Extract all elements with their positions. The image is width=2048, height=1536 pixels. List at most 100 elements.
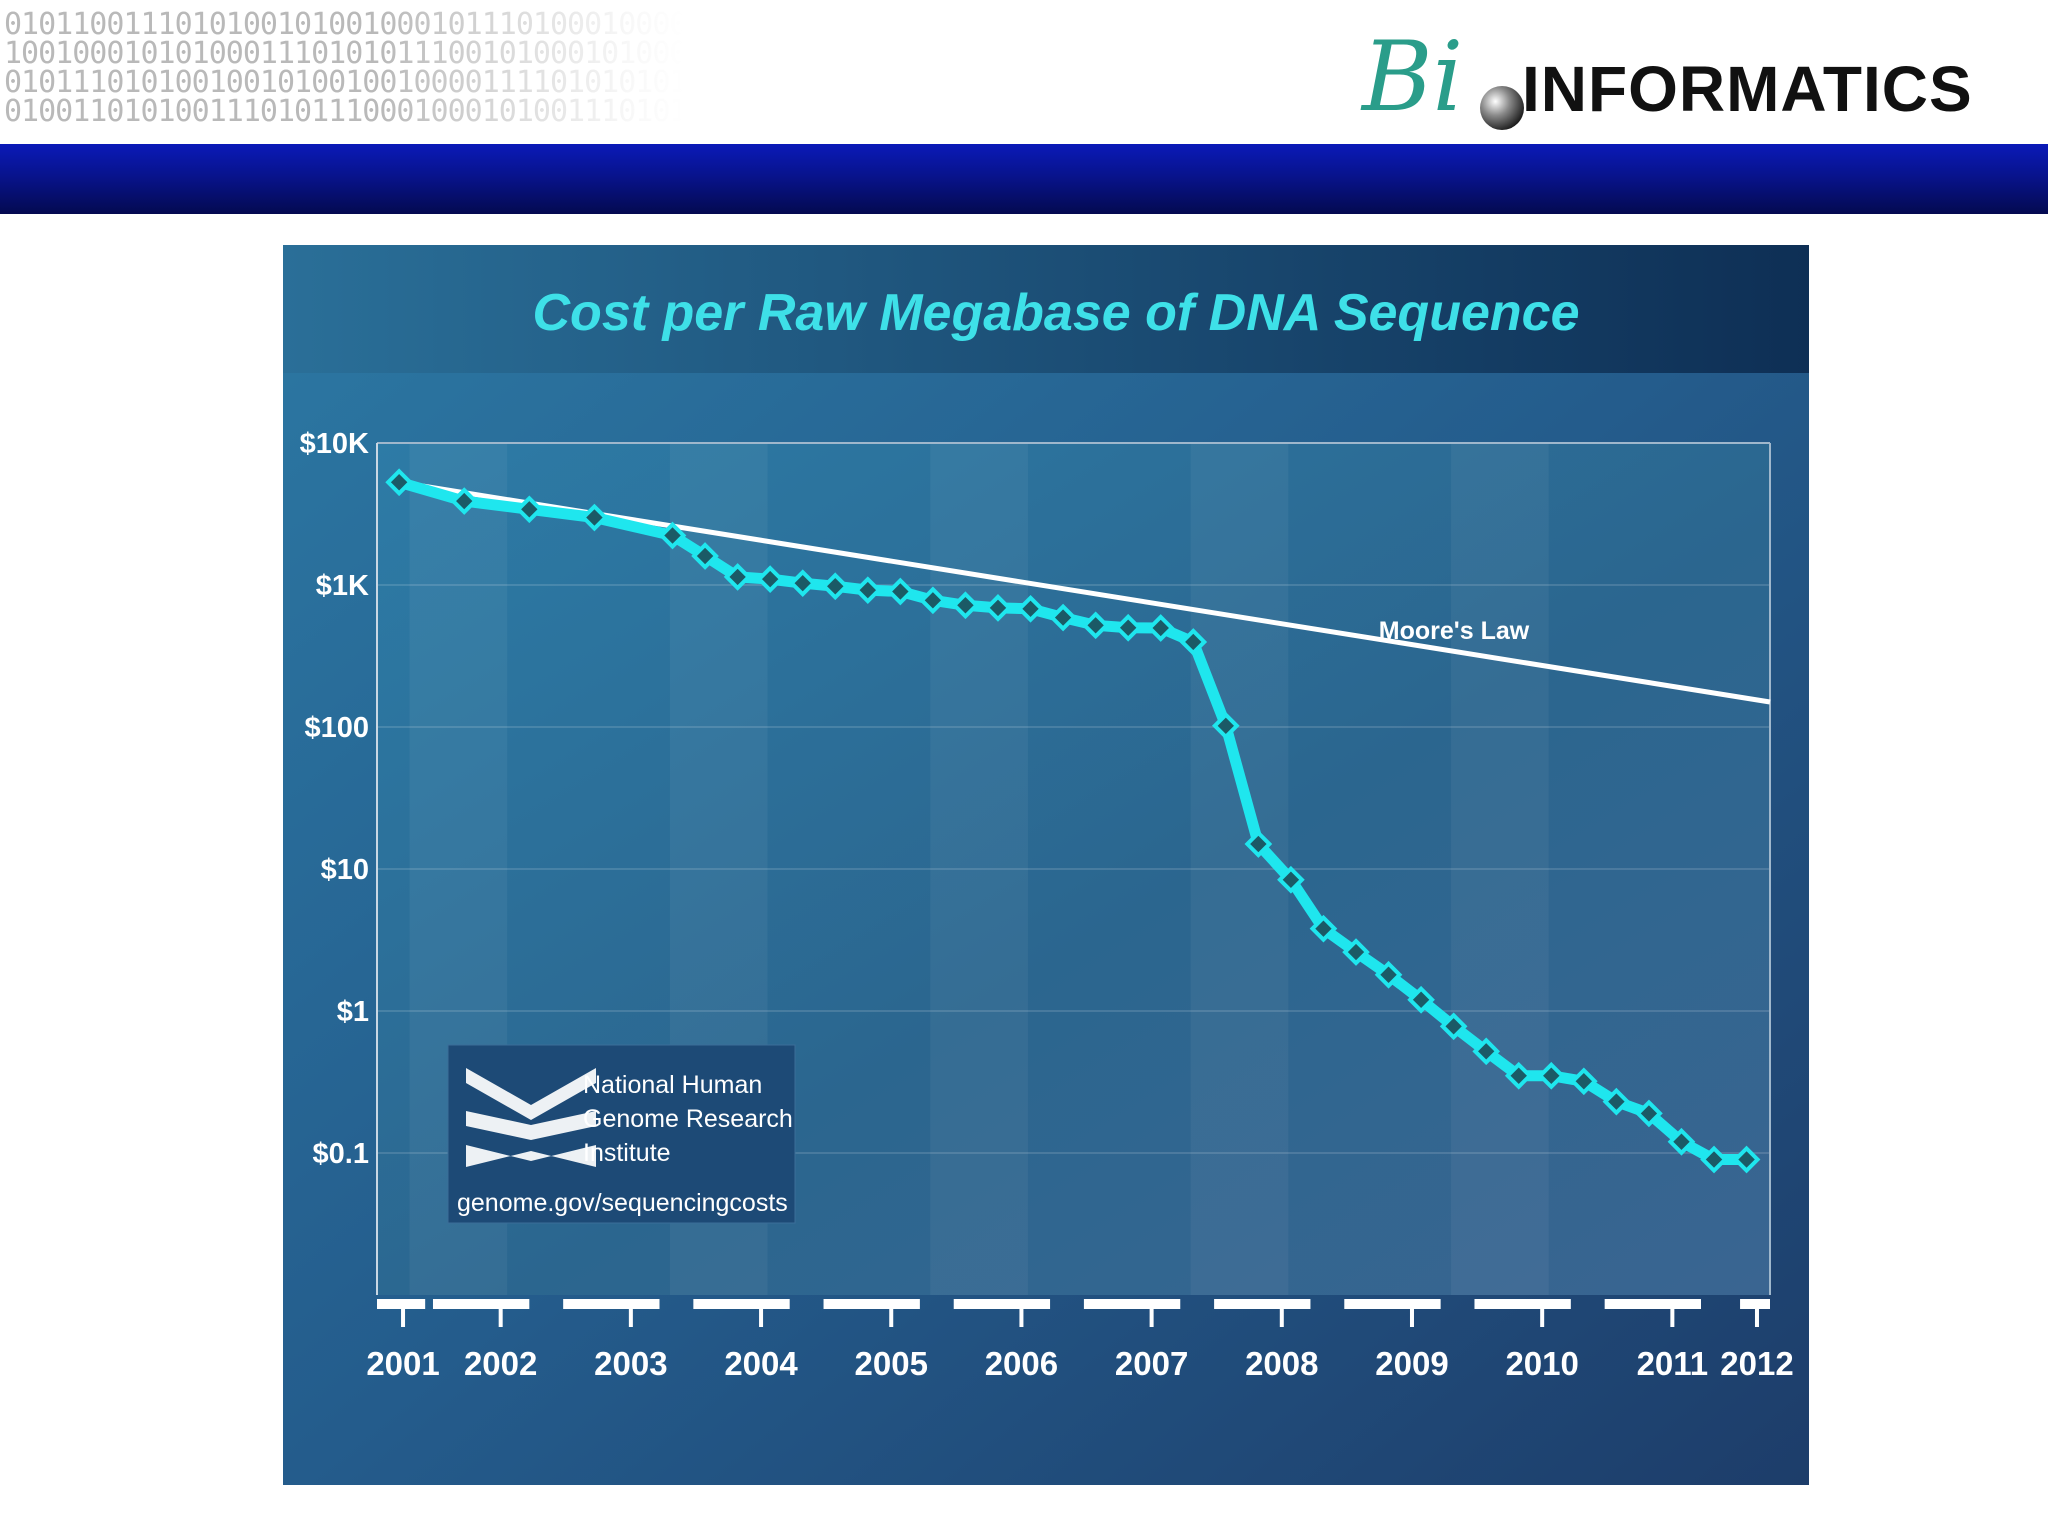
x-tick-mark <box>1670 1299 1675 1327</box>
year-stripe <box>1451 443 1549 1295</box>
year-stripe <box>1190 443 1289 1295</box>
data-point-marker <box>1081 611 1110 640</box>
data-point-marker <box>1504 1061 1533 1090</box>
x-tick-mark <box>759 1299 764 1327</box>
moores-law-line <box>398 479 1771 705</box>
data-point-marker <box>723 563 752 591</box>
x-tick-mark <box>889 1299 894 1327</box>
data-point-marker <box>658 521 687 550</box>
data-point-marker <box>821 572 850 601</box>
x-tick-mark <box>498 1299 503 1327</box>
credit-org-line: Institute <box>583 1139 671 1167</box>
x-tick-label: 2006 <box>985 1345 1058 1382</box>
x-tick-label: 2004 <box>724 1345 798 1382</box>
data-point-marker <box>1374 960 1403 989</box>
x-tick-label: 2008 <box>1245 1345 1318 1382</box>
x-tick-mark <box>628 1299 633 1327</box>
header-band <box>0 144 2048 214</box>
binary-fade-overlay <box>4 10 684 140</box>
credit-url: genome.gov/sequencingcosts <box>457 1189 788 1217</box>
credit-org-line: National Human <box>583 1071 762 1099</box>
y-tick-label: $1 <box>337 996 369 1028</box>
binary-header-decoration: 0101100111010100101001000101110100010000… <box>4 10 684 140</box>
x-tick-label: 2012 <box>1720 1345 1793 1382</box>
data-point-marker <box>1570 1067 1598 1096</box>
data-point-marker <box>951 591 980 620</box>
x-axis-segment <box>1344 1299 1441 1309</box>
x-axis-segment <box>823 1299 920 1309</box>
data-point-marker <box>1407 985 1435 1014</box>
data-point-marker <box>580 503 609 532</box>
data-point-marker <box>1146 614 1175 642</box>
x-axis-segment <box>1604 1299 1702 1309</box>
x-tick-mark <box>1279 1299 1284 1327</box>
moores-law-annotation: Moore's Law <box>1379 617 1530 645</box>
data-point-marker <box>1732 1145 1761 1174</box>
x-axis: 2001 2002 2003 2004 2005 2006 2007 2008 2009 2010… <box>366 1299 1794 1382</box>
data-point-marker <box>1537 1061 1566 1090</box>
x-tick-label: 2011 <box>1637 1345 1709 1382</box>
x-tick-mark <box>1149 1299 1154 1327</box>
data-point-marker <box>1635 1099 1663 1128</box>
y-tick-label: $100 <box>304 712 369 744</box>
x-tick-mark <box>1409 1299 1414 1327</box>
x-tick-label: 2007 <box>1115 1345 1188 1382</box>
data-point-marker <box>984 594 1012 622</box>
x-tick-mark <box>1754 1299 1759 1327</box>
y-axis-ticks: $10K $1K $100 $10 $1 $0.1 <box>300 428 369 1170</box>
data-point-marker <box>515 495 544 524</box>
data-point-marker <box>385 468 413 497</box>
data-point-marker <box>1700 1145 1728 1174</box>
x-axis-segment <box>1083 1299 1181 1309</box>
data-point-marker <box>1342 938 1370 966</box>
y-tick-label: $1K <box>316 570 369 602</box>
y-tick-label: $10K <box>300 428 369 460</box>
data-point-marker <box>1211 711 1240 740</box>
data-point-marker <box>1667 1127 1696 1156</box>
x-axis-segment <box>693 1299 790 1309</box>
data-point-marker <box>1472 1037 1501 1066</box>
nhgri-credit-box: National Human Genome Research Institute… <box>447 1044 796 1224</box>
data-point-marker <box>1602 1087 1631 1116</box>
data-point-marker <box>1277 865 1305 894</box>
year-stripe <box>930 443 1028 1295</box>
chart-panel: Cost per Raw Megabase of DNA Sequence $1… <box>283 245 1809 1485</box>
logo-ball-icon <box>1480 86 1524 130</box>
x-tick-label: 2010 <box>1505 1345 1578 1382</box>
data-point-marker <box>1439 1012 1468 1041</box>
data-point-marker <box>450 487 479 515</box>
data-point-marker <box>1016 594 1045 623</box>
x-tick-mark <box>1019 1299 1024 1327</box>
x-axis-segment <box>953 1299 1051 1309</box>
data-point-marker <box>1114 613 1143 642</box>
data-point-marker <box>886 577 915 606</box>
series-layer <box>385 468 1771 1174</box>
x-axis-segment <box>1214 1299 1311 1309</box>
x-tick-mark <box>1540 1299 1545 1327</box>
data-point-marker <box>788 569 817 598</box>
x-tick-mark <box>401 1299 406 1327</box>
chart-title: Cost per Raw Megabase of DNA Sequence <box>533 284 1580 342</box>
x-axis-segment <box>1474 1299 1571 1309</box>
x-tick-label: 2005 <box>855 1345 928 1382</box>
data-point-marker <box>1179 628 1208 656</box>
logo-wordmark: INFORMATICS <box>1522 53 1973 125</box>
credit-org-line: Genome Research <box>583 1105 793 1133</box>
x-tick-label: 2003 <box>594 1345 667 1382</box>
x-tick-label: 2001 <box>366 1345 439 1382</box>
x-tick-label: 2009 <box>1375 1345 1448 1382</box>
y-tick-label: $0.1 <box>313 1138 369 1170</box>
bioinformatics-logo: Bi INFORMATICS <box>1362 22 2022 132</box>
chart-svg: Cost per Raw Megabase of DNA Sequence $1… <box>283 245 1809 1485</box>
data-point-marker <box>1244 830 1273 858</box>
logo-script: Bi <box>1362 21 1464 133</box>
data-point-marker <box>1049 603 1077 632</box>
data-point-marker <box>853 576 882 604</box>
title-band <box>283 245 1809 373</box>
x-axis-segment <box>432 1299 530 1309</box>
data-point-marker <box>691 542 719 570</box>
x-axis-segment <box>563 1299 660 1309</box>
x-tick-label: 2002 <box>464 1345 537 1382</box>
nhgri-logo-icon <box>466 1068 596 1167</box>
data-point-marker <box>919 586 947 615</box>
